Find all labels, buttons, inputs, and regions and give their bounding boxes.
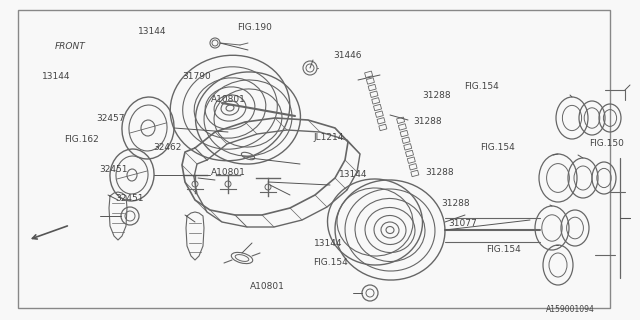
Text: FIG.154: FIG.154	[464, 82, 499, 91]
Text: 32462: 32462	[154, 143, 182, 152]
Text: JL1214: JL1214	[314, 133, 344, 142]
Text: 13144: 13144	[138, 28, 166, 36]
Text: 32451: 32451	[99, 165, 128, 174]
Text: 32451: 32451	[115, 194, 144, 203]
Text: FIG.154: FIG.154	[314, 258, 348, 267]
Text: 32457: 32457	[96, 114, 125, 123]
Text: 31446: 31446	[333, 52, 362, 60]
Text: 31288: 31288	[422, 92, 451, 100]
Text: 31288: 31288	[413, 117, 442, 126]
Text: 31288: 31288	[442, 199, 470, 208]
Text: 31077: 31077	[448, 220, 477, 228]
Text: FIG.154: FIG.154	[486, 245, 521, 254]
Text: A159001094: A159001094	[546, 306, 595, 315]
Text: FIG.190: FIG.190	[237, 23, 271, 32]
Text: A10801: A10801	[250, 282, 284, 291]
Text: FRONT: FRONT	[54, 42, 85, 51]
Text: FIG.154: FIG.154	[480, 143, 515, 152]
Text: 31790: 31790	[182, 72, 211, 81]
Text: FIG.150: FIG.150	[589, 140, 623, 148]
Text: 31288: 31288	[426, 168, 454, 177]
Text: 13144: 13144	[42, 72, 70, 81]
Text: 13144: 13144	[314, 239, 342, 248]
Text: 13144: 13144	[339, 170, 368, 179]
Text: FIG.162: FIG.162	[64, 135, 99, 144]
Text: A10801: A10801	[211, 95, 246, 104]
Text: A10801: A10801	[211, 168, 246, 177]
